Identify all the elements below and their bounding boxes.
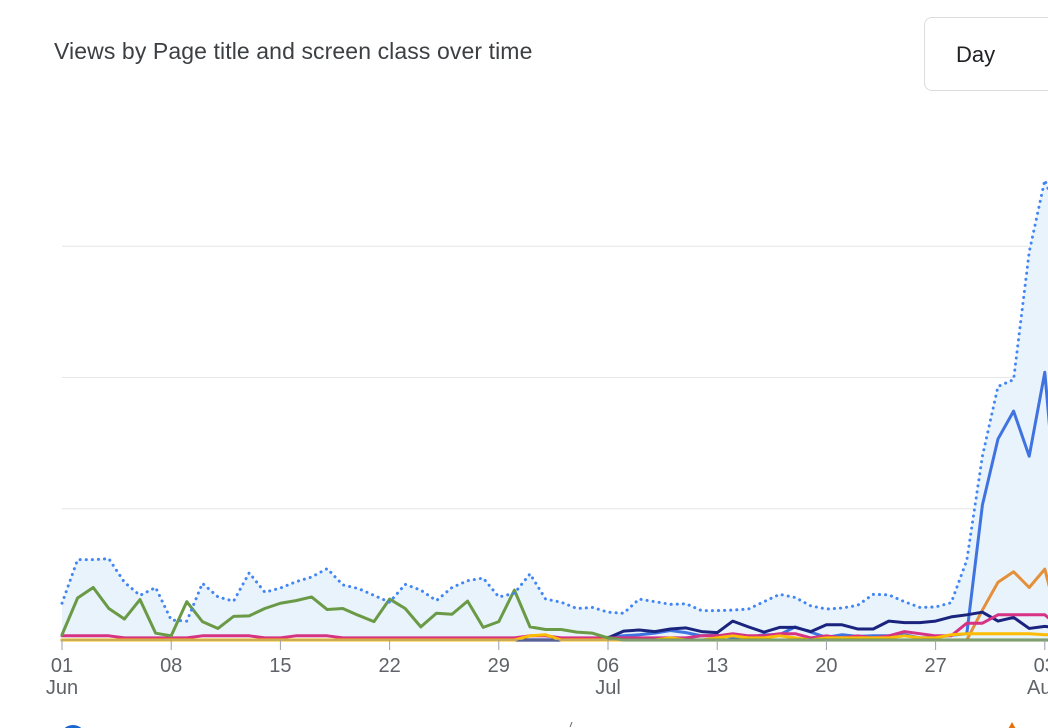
x-tick-month-label: Jul (595, 677, 621, 699)
x-tick-label: 20 (815, 655, 837, 677)
x-tick-label: 13 (706, 655, 728, 677)
x-tick-label: 08 (160, 655, 182, 677)
x-tick-month-label: Aug (1027, 677, 1048, 699)
x-tick-label: 22 (378, 655, 400, 677)
x-tick-label: 27 (924, 655, 946, 677)
granularity-value: Day (956, 42, 996, 67)
chart-title: Views by Page title and screen class ove… (54, 38, 533, 64)
legend-marker-total (64, 725, 82, 728)
x-tick-label: 01 (51, 655, 73, 677)
legend (64, 721, 1016, 728)
series-line-0 (60, 178, 1048, 623)
granularity-dropdown[interactable]: Day (924, 17, 1048, 91)
series-lines (60, 178, 1048, 642)
x-tick-month-label: Jun (46, 677, 78, 699)
area-fill-total (62, 180, 1048, 640)
area-fill (62, 180, 1048, 640)
legend-marker-tick (569, 721, 573, 728)
x-tick-label: 29 (488, 655, 510, 677)
gridlines (62, 245, 1048, 641)
legend-marker-series (1008, 722, 1016, 728)
x-tick-label: 06 (597, 655, 619, 677)
series-line-4 (60, 613, 1048, 640)
x-tick-label: 03 (1034, 655, 1048, 677)
x-tick-label: 15 (269, 655, 291, 677)
